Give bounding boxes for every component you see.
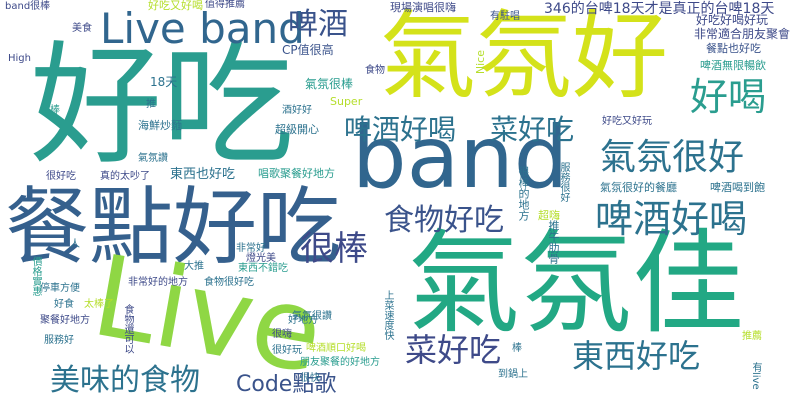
word: 美食	[72, 23, 92, 34]
word: 很棒的地方	[517, 166, 530, 221]
word: 啤酒好喝	[344, 113, 457, 146]
word: 食物很好吃	[204, 277, 254, 288]
word: 好吃好喝好玩	[696, 13, 769, 27]
word: CP值很高	[282, 43, 334, 57]
word: 氣氛很讚	[292, 311, 332, 322]
word: 餐點也好吃	[706, 42, 761, 55]
word: 東西也好吃	[170, 167, 236, 182]
word: 推牛肋骨	[547, 220, 560, 264]
word: 氣氛很好的餐廳	[600, 181, 677, 194]
word: 食物還可以	[122, 304, 133, 354]
word: 服務好	[44, 335, 74, 346]
word: 氣氛很棒	[305, 77, 354, 91]
word: 啤酒好喝	[595, 197, 748, 241]
word: 好喝	[690, 75, 767, 119]
word: 現場演唱很嗨	[390, 1, 456, 14]
word: 好吃又好喝	[148, 0, 203, 12]
word: Super	[330, 95, 363, 108]
word: 酒好好	[282, 105, 312, 116]
word: 海鮮炒麵	[138, 119, 182, 132]
word: 真的太吵了	[100, 171, 150, 182]
word: 非常好的地方	[128, 277, 188, 288]
word: 到鍋上	[498, 369, 528, 380]
word: 價格實惠	[30, 256, 41, 296]
word: 菜好吃	[405, 331, 502, 369]
word: 東西不錯吃	[238, 263, 288, 274]
word: 東西好吃	[572, 337, 701, 375]
word: 餐點好吃	[5, 178, 342, 276]
word: 超級開心	[275, 123, 319, 136]
word: 很快	[300, 373, 320, 384]
word: 燈光美	[246, 253, 276, 264]
word: 很嗨	[272, 329, 292, 340]
word: 好地方	[288, 315, 318, 326]
word: 棒	[512, 343, 522, 354]
word: High	[8, 53, 31, 64]
word: 好吃又好玩	[602, 116, 652, 127]
word: band	[352, 108, 569, 208]
word: 上菜速度快	[382, 290, 393, 340]
word: 啤酒喝到飽	[710, 181, 765, 194]
word: Nice	[474, 50, 487, 75]
word: 美味的食物	[50, 363, 200, 398]
word: 人	[70, 239, 80, 250]
word: 推薦	[742, 331, 762, 342]
word: 啤酒	[288, 7, 348, 42]
word: 太棒了	[84, 299, 114, 310]
word: 很棒	[300, 229, 368, 269]
word: band很棒	[5, 1, 51, 12]
word: 很好吃	[46, 171, 76, 182]
word: 氣氛佳	[408, 219, 744, 349]
word: 18天	[150, 75, 178, 89]
word: 啤酒無限暢飲	[700, 59, 766, 72]
word: 啤酒順口好喝	[306, 343, 366, 354]
word: Code點歌	[236, 372, 337, 397]
word: 食物	[365, 65, 385, 76]
word: 氣氛讚	[138, 153, 168, 164]
word: 有live	[750, 362, 761, 390]
word: 超嗨	[538, 209, 560, 222]
word: Live band	[100, 4, 305, 53]
word: 氣氛好	[380, 0, 668, 112]
word: 非常好	[236, 243, 266, 254]
word: 346的台啤18天才是真正的台啤18天	[544, 1, 775, 17]
word: 唱歌聚餐好地方	[258, 167, 335, 180]
word: 很好玩	[272, 345, 302, 356]
word: 有駐唱	[490, 11, 520, 22]
word: 推	[146, 99, 156, 110]
word: 停車方便	[40, 283, 80, 294]
word: 好食	[54, 299, 74, 310]
word: 大推	[184, 261, 204, 272]
word: 菜好吃	[490, 113, 575, 146]
word: 聚餐好地方	[40, 315, 90, 326]
word: 好吃	[30, 29, 294, 183]
word: 氣氛很好	[600, 137, 745, 178]
word: 朋友聚餐的好地方	[300, 357, 380, 368]
word: 非常適合朋友聚會	[694, 27, 791, 41]
word: 超棒	[40, 105, 60, 116]
word: 食物好吃	[384, 203, 504, 238]
word: 值得推薦	[205, 0, 245, 10]
word: 服務很好	[558, 162, 569, 202]
